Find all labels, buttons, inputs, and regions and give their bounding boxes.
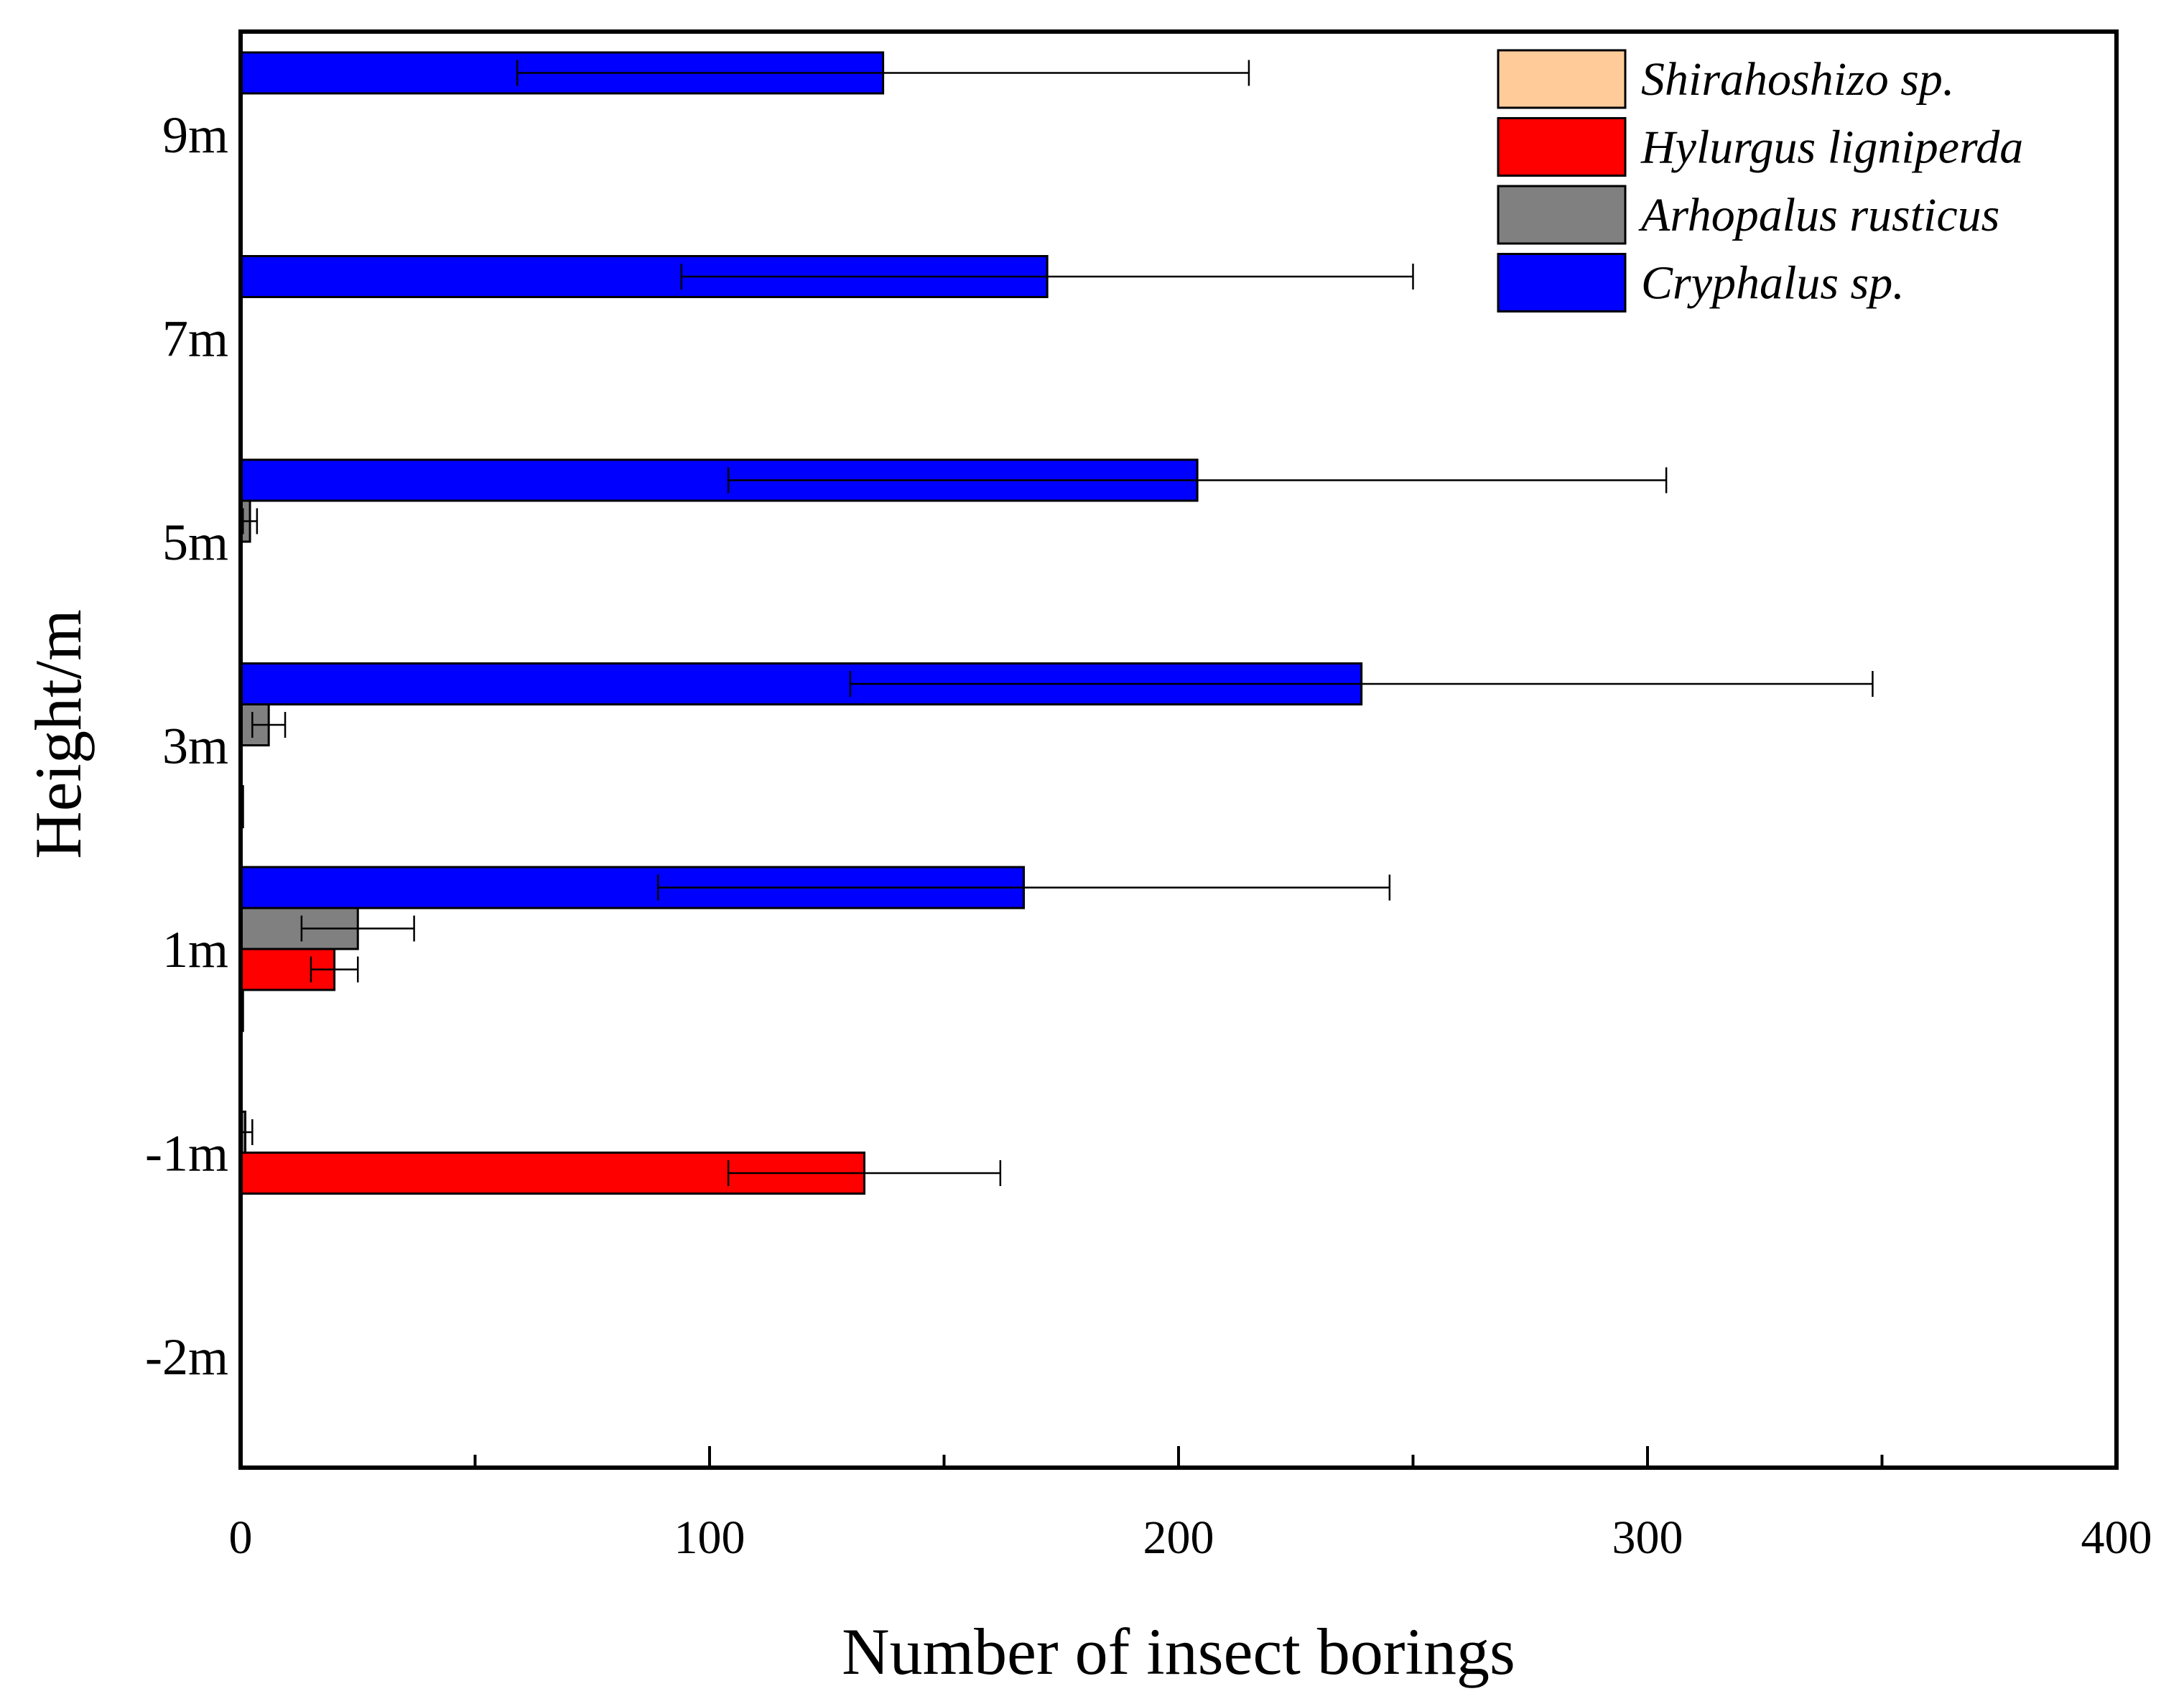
x-tick-label-100: 100: [674, 1511, 745, 1564]
legend-swatch-shirahoshizo-sp: [1497, 49, 1627, 109]
x-tick-label-200: 200: [1143, 1511, 1214, 1564]
legend-swatch-cryphalus-sp: [1497, 253, 1627, 312]
legend: Shirahoshizo sp. Hylurgus ligniperda Arhop…: [1497, 49, 2023, 312]
legend-item-arhopalus-rusticus: Arhopalus rusticus: [1497, 185, 1999, 245]
x-tick-label-300: 300: [1612, 1511, 1683, 1564]
error-bar-cryphalus-sp-3m: [849, 671, 1874, 697]
x-tick-label-400: 400: [2081, 1511, 2152, 1564]
error-bar-cryphalus-sp-5m: [727, 467, 1668, 494]
error-bar-arhopalus-rusticus-5m: [242, 508, 259, 534]
x-tick-label-0: 0: [229, 1511, 253, 1564]
bars-layer: [239, 51, 1363, 1195]
error-bar-hylurgus-ligniperda-1m: [310, 956, 359, 983]
error-bar-arhopalus-rusticus-1m: [300, 915, 415, 942]
y-tick-label-9m: 9m: [162, 106, 228, 164]
y-tick-label-1m: -1m: [145, 1125, 228, 1182]
legend-item-hylurgus-ligniperda: Hylurgus ligniperda: [1497, 117, 2023, 177]
y-tick-label-5m: 5m: [162, 514, 228, 571]
y-axis-title: Height/m: [22, 609, 95, 859]
error-bar-hylurgus-ligniperda-1m: [727, 1160, 1002, 1186]
legend-swatch-arhopalus-rusticus: [1497, 185, 1627, 245]
legend-item-cryphalus-sp: Cryphalus sp.: [1497, 253, 1905, 312]
error-bar-cryphalus-sp-1m: [656, 874, 1391, 901]
legend-swatch-hylurgus-ligniperda: [1497, 117, 1627, 177]
y-tick-label-1m: 1m: [162, 921, 228, 978]
x-axis: 0 100 200 300 400: [229, 1446, 2152, 1564]
legend-label-hylurgus-ligniperda: Hylurgus ligniperda: [1640, 121, 2023, 174]
error-bars-layer: [239, 60, 1874, 1186]
y-tick-label-3m: 3m: [162, 718, 228, 775]
error-bar-cryphalus-sp-9m: [516, 60, 1250, 86]
x-axis-title: Number of insect borings: [842, 1615, 1515, 1688]
error-bar-cryphalus-sp-7m: [680, 264, 1414, 290]
y-tick-label-7m: 7m: [162, 310, 228, 368]
legend-item-shirahoshizo-sp: Shirahoshizo sp.: [1497, 49, 1954, 109]
legend-label-arhopalus-rusticus: Arhopalus rusticus: [1638, 189, 1999, 241]
y-axis: -2m -1m 1m 3m 5m 7m 9m: [145, 106, 228, 1386]
y-tick-label-2m: -2m: [145, 1328, 228, 1386]
legend-label-shirahoshizo-sp: Shirahoshizo sp.: [1641, 53, 1954, 106]
legend-label-cryphalus-sp: Cryphalus sp.: [1641, 257, 1905, 310]
error-bar-arhopalus-rusticus-3m: [251, 712, 287, 738]
plot-frame: [238, 29, 2119, 1470]
